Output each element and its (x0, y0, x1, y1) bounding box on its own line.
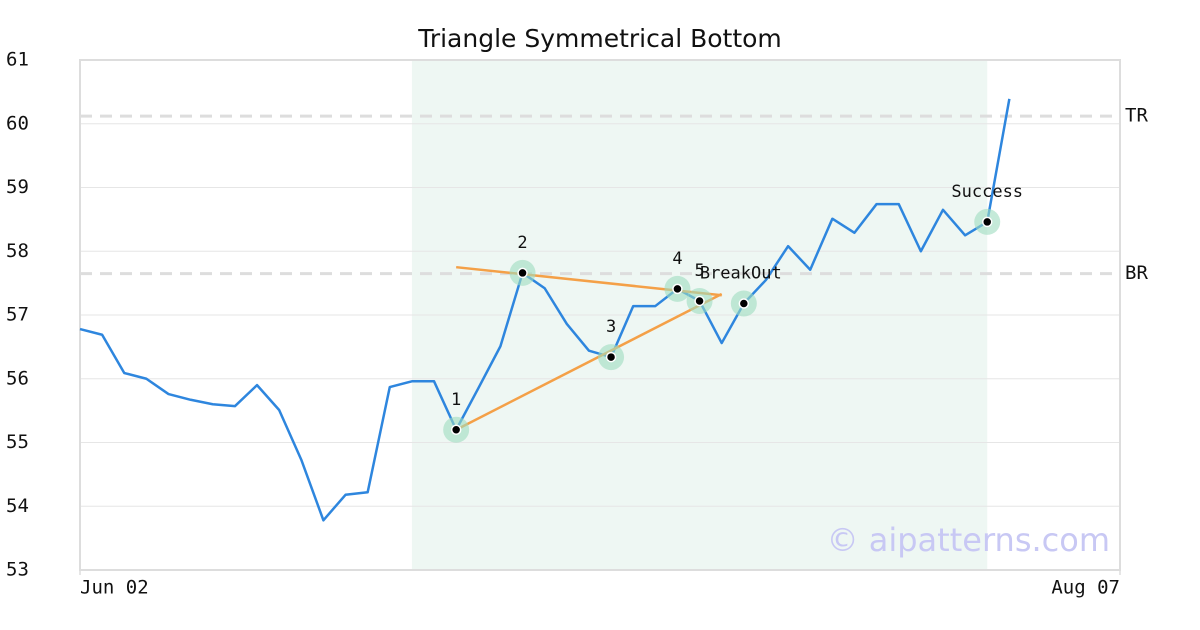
point-label: 3 (606, 317, 616, 337)
x-tick-label: Aug 07 (1051, 577, 1120, 599)
price-line (79, 98, 1011, 522)
chart-title: Triangle Symmetrical Bottom (417, 24, 782, 53)
point-label: 5 (694, 261, 704, 281)
level-label: TR (1125, 105, 1148, 127)
y-tick-label: 57 (6, 304, 29, 326)
plot-frame (79, 59, 1121, 571)
trend-line (455, 292, 723, 431)
y-tick-label: 61 (6, 49, 29, 71)
point-dot (694, 295, 705, 307)
point-label: 1 (451, 390, 461, 410)
watermark: © aipatterns.com (827, 521, 1110, 559)
x-tick-label: Jun 02 (80, 577, 149, 599)
point-label: 2 (517, 233, 527, 253)
point-label: 4 (672, 249, 682, 269)
point-dot (672, 283, 683, 295)
y-tick-label: 56 (6, 367, 29, 389)
point-dot (738, 298, 750, 309)
point-dot (605, 351, 617, 363)
y-tick-label: 55 (6, 431, 29, 453)
point-dot (450, 424, 462, 435)
point-label: Success (951, 182, 1023, 202)
y-tick-label: 54 (6, 495, 29, 517)
point-dot (981, 216, 993, 228)
y-tick-label: 58 (6, 240, 29, 262)
y-tick-label: 59 (6, 176, 29, 198)
level-label: BR (1125, 262, 1148, 284)
y-tick-label: 53 (6, 559, 29, 581)
point-label: BreakOut (700, 264, 782, 284)
point-dot (517, 267, 528, 279)
y-tick-label: 60 (6, 112, 29, 134)
